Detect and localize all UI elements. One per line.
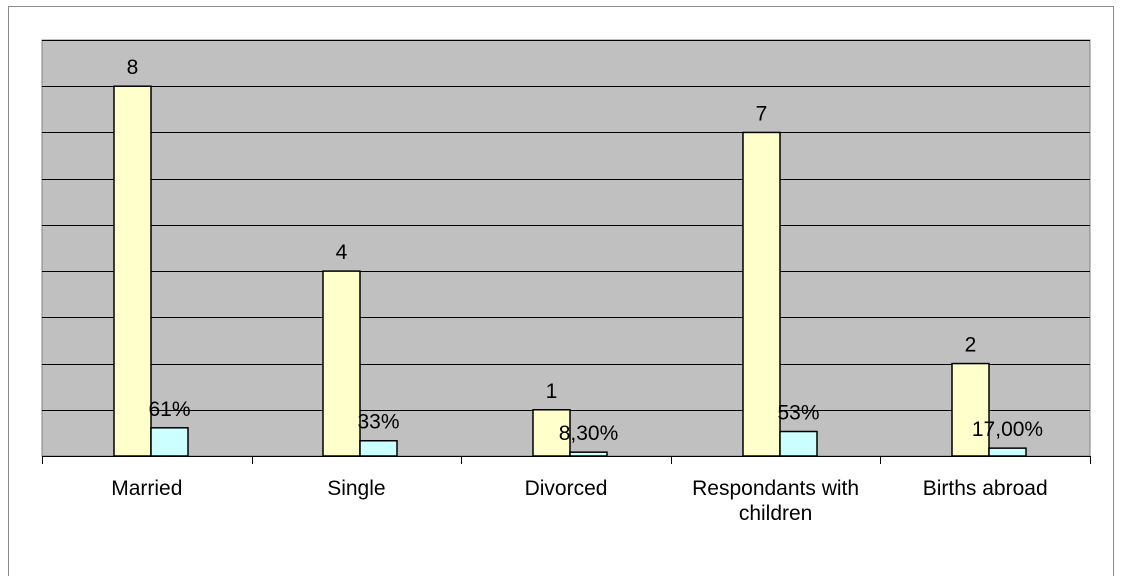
plot-area <box>42 40 1090 456</box>
data-label: 33% <box>357 411 399 434</box>
category-label: Divorced <box>525 477 608 500</box>
data-label: 17,00% <box>972 418 1043 441</box>
category-label-line: Married <box>111 477 182 500</box>
category-label: Married <box>111 477 182 500</box>
category-label: Respondants with children <box>692 477 859 525</box>
data-label: 4 <box>336 241 348 264</box>
data-label: 2 <box>965 334 977 357</box>
category-label-line: Respondants with <box>692 477 859 500</box>
bar <box>360 441 397 456</box>
bar <box>323 271 360 456</box>
bar <box>780 432 817 456</box>
bar <box>570 452 607 456</box>
data-label: 53% <box>777 402 819 425</box>
data-label: 7 <box>756 102 768 125</box>
category-label: Single <box>327 477 385 500</box>
data-label: 1 <box>546 380 558 403</box>
category-label-line: Births abroad <box>923 477 1048 500</box>
data-label: 8 <box>127 56 139 79</box>
category-label: Births abroad <box>923 477 1048 500</box>
bar <box>114 86 151 456</box>
category-label-line: Single <box>327 477 385 500</box>
category-label-line: Divorced <box>525 477 608 500</box>
data-label: 61% <box>148 398 190 421</box>
data-label: 8,30% <box>559 422 619 445</box>
category-label-line: children <box>739 502 813 525</box>
bar <box>151 428 188 456</box>
bar <box>989 448 1026 456</box>
bar <box>952 364 989 456</box>
bar <box>743 132 780 456</box>
